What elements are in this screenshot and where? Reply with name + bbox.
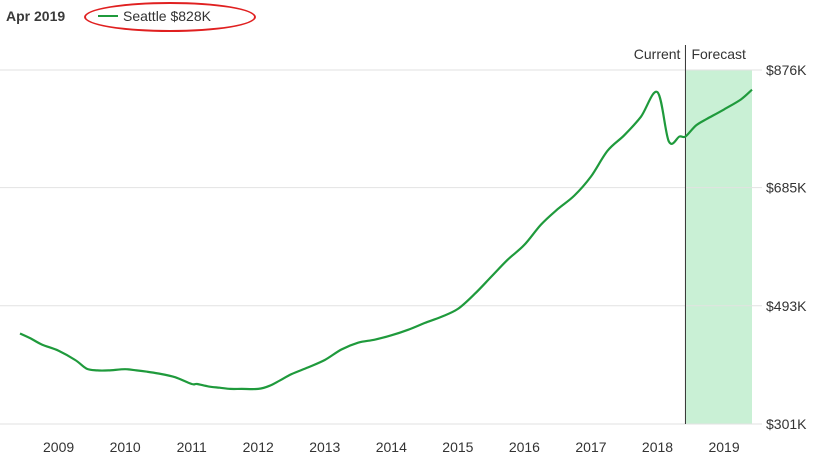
x-tick-label: 2013 [309, 439, 340, 455]
legend-label: Seattle $828K [123, 8, 211, 24]
y-tick-label: $876K [766, 62, 807, 78]
x-tick-label: 2011 [177, 439, 207, 455]
y-tick-label: $493K [766, 298, 807, 314]
x-tick-label: 2018 [642, 439, 673, 455]
y-axis-ticks: $876K $685K $493K $301K [766, 62, 807, 432]
x-tick-label: 2017 [575, 439, 606, 455]
x-tick-label: 2016 [509, 439, 540, 455]
series-line-seattle [19, 88, 753, 391]
x-axis-ticks: 2009 2010 2011 2012 2013 2014 2015 2016 2017 2018… [43, 439, 740, 455]
x-tick-label: 2015 [442, 439, 473, 455]
y-tick-label: $685K [766, 180, 807, 196]
date-label: Apr 2019 [6, 8, 66, 24]
x-tick-label: 2009 [43, 439, 74, 455]
forecast-band [685, 70, 752, 424]
legend-line-swatch [98, 15, 118, 17]
y-tick-label: $301K [766, 416, 807, 432]
x-tick-label: 2010 [110, 439, 141, 455]
legend-item-seattle[interactable]: Seattle $828K [98, 8, 211, 24]
forecast-label: Forecast [691, 46, 746, 62]
x-tick-label: 2019 [708, 439, 739, 455]
x-tick-label: 2012 [243, 439, 274, 455]
gridlines [0, 69, 762, 425]
legend-highlight-ellipse [84, 2, 256, 32]
current-label: Current [634, 46, 681, 62]
x-tick-label: 2014 [376, 439, 407, 455]
